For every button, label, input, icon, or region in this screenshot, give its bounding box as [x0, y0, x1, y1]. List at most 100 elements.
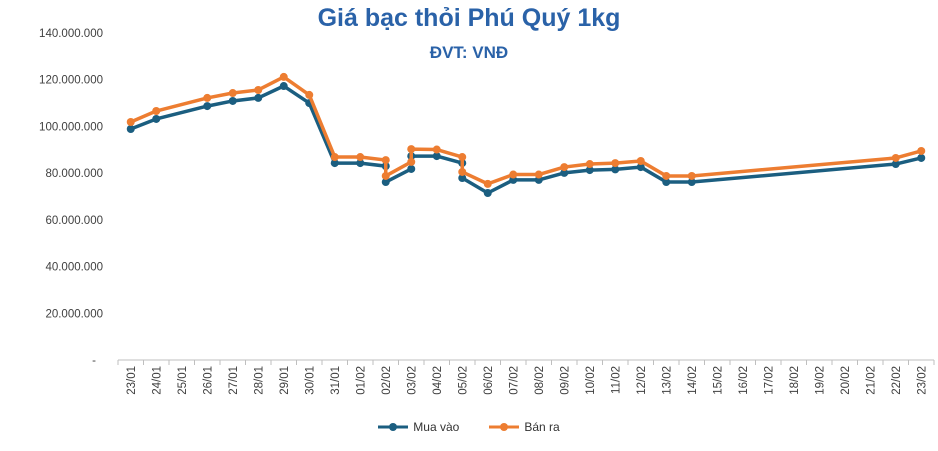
data-point-mua	[432, 152, 441, 161]
x-tick-label: 02/02	[381, 366, 393, 395]
y-tick-label: 100.000.000	[39, 121, 103, 133]
data-point-mua	[152, 114, 161, 123]
chart-title: Giá bạc thỏi Phú Quý 1kg	[317, 4, 621, 32]
data-point-ban	[687, 171, 696, 180]
data-point-ban	[228, 89, 237, 98]
data-point-mua	[917, 153, 926, 162]
x-tick-label: 18/02	[789, 366, 801, 395]
data-point-ban	[203, 93, 212, 102]
y-tick-label: 60.000.000	[45, 215, 103, 227]
y-tick-label: 80.000.000	[45, 168, 103, 180]
data-point-ban	[458, 167, 467, 176]
data-point-mua	[585, 166, 594, 175]
x-tick-label: 15/02	[712, 366, 724, 395]
y-tick-label: -	[92, 355, 96, 367]
x-tick-label: 10/02	[585, 366, 597, 395]
data-point-ban	[509, 170, 518, 179]
legend-marker-ban	[489, 423, 520, 431]
y-tick-label: 40.000.000	[45, 262, 103, 274]
data-point-ban	[560, 163, 569, 172]
data-point-ban	[381, 171, 390, 180]
x-tick-label: 21/02	[865, 366, 877, 395]
x-tick-label: 31/01	[330, 366, 342, 395]
data-point-ban	[458, 153, 467, 162]
x-tick-label: 07/02	[508, 366, 520, 395]
data-point-mua	[560, 168, 569, 177]
data-point-ban	[407, 157, 416, 166]
data-point-mua	[891, 160, 900, 169]
data-point-ban	[126, 117, 135, 126]
x-tick-label: 14/02	[687, 366, 699, 395]
data-point-mua	[228, 96, 237, 105]
data-point-mua	[254, 93, 263, 102]
data-point-ban	[891, 153, 900, 162]
y-tick-label: 120.000.000	[39, 75, 103, 87]
x-tick-label: 16/02	[738, 366, 750, 395]
data-point-ban	[381, 156, 390, 165]
data-point-mua	[611, 165, 620, 174]
data-point-ban	[279, 72, 288, 81]
chart-subtitle: ĐVT: VNĐ	[429, 43, 509, 62]
data-point-ban	[152, 107, 161, 116]
x-tick-label: 29/01	[279, 366, 291, 395]
x-tick-label: 09/02	[559, 366, 571, 395]
x-tick-label: 27/01	[228, 366, 240, 395]
x-tick-label: 22/02	[891, 366, 903, 395]
data-point-ban	[356, 153, 365, 162]
data-point-mua	[330, 159, 339, 168]
data-point-ban	[305, 90, 314, 99]
x-tick-label: 17/02	[763, 366, 775, 395]
y-tick-label: 20.000.000	[45, 308, 103, 320]
x-tick-label: 03/02	[406, 366, 418, 395]
data-point-mua	[636, 163, 645, 172]
data-point-mua	[407, 164, 416, 173]
data-point-ban	[483, 179, 492, 188]
data-point-mua	[279, 82, 288, 91]
x-tick-label: 01/02	[355, 366, 367, 395]
data-point-ban	[917, 146, 926, 155]
legend: Mua vào Bán ra	[0, 420, 938, 434]
legend-label-ban: Bán ra	[524, 420, 560, 434]
y-tick-label: 140.000.000	[39, 28, 103, 40]
data-point-ban	[534, 170, 543, 179]
legend-item-ban: Bán ra	[489, 420, 560, 434]
x-tick-label: 28/01	[253, 366, 265, 395]
x-tick-label: 23/02	[916, 366, 928, 395]
x-tick-label: 11/02	[610, 366, 622, 394]
x-tick-label: 20/02	[840, 366, 852, 395]
x-tick-label: 26/01	[202, 366, 214, 395]
legend-item-mua: Mua vào	[378, 420, 459, 434]
data-point-mua	[126, 124, 135, 133]
data-point-ban	[432, 145, 441, 154]
x-tick-label: 25/01	[177, 366, 189, 395]
data-point-ban	[662, 171, 671, 180]
data-point-mua	[381, 178, 390, 187]
data-point-mua	[458, 174, 467, 183]
x-tick-label: 19/02	[814, 366, 826, 395]
series-line-mua	[130, 84, 922, 195]
x-tick-label: 04/02	[432, 366, 444, 395]
series-line-ban	[130, 75, 922, 186]
x-tick-label: 24/01	[151, 366, 163, 395]
x-tick-label: 12/02	[636, 366, 648, 395]
data-point-ban	[611, 159, 620, 168]
data-point-ban	[330, 153, 339, 162]
legend-label-mua: Mua vào	[413, 420, 460, 434]
x-tick-label: 06/02	[483, 366, 495, 395]
legend-marker-mua	[378, 423, 409, 431]
data-point-mua	[203, 102, 212, 111]
data-point-ban	[254, 85, 263, 94]
x-tick-label: 30/01	[304, 366, 316, 395]
data-point-ban	[407, 145, 416, 154]
x-tick-label: 05/02	[457, 366, 469, 395]
x-tick-label: 23/01	[126, 366, 138, 395]
data-point-ban	[585, 160, 594, 169]
data-point-mua	[483, 188, 492, 197]
data-point-mua	[662, 178, 671, 187]
data-point-mua	[687, 178, 696, 187]
x-tick-label: 08/02	[534, 366, 546, 395]
data-point-ban	[636, 156, 645, 165]
x-tick-label: 13/02	[661, 366, 673, 395]
